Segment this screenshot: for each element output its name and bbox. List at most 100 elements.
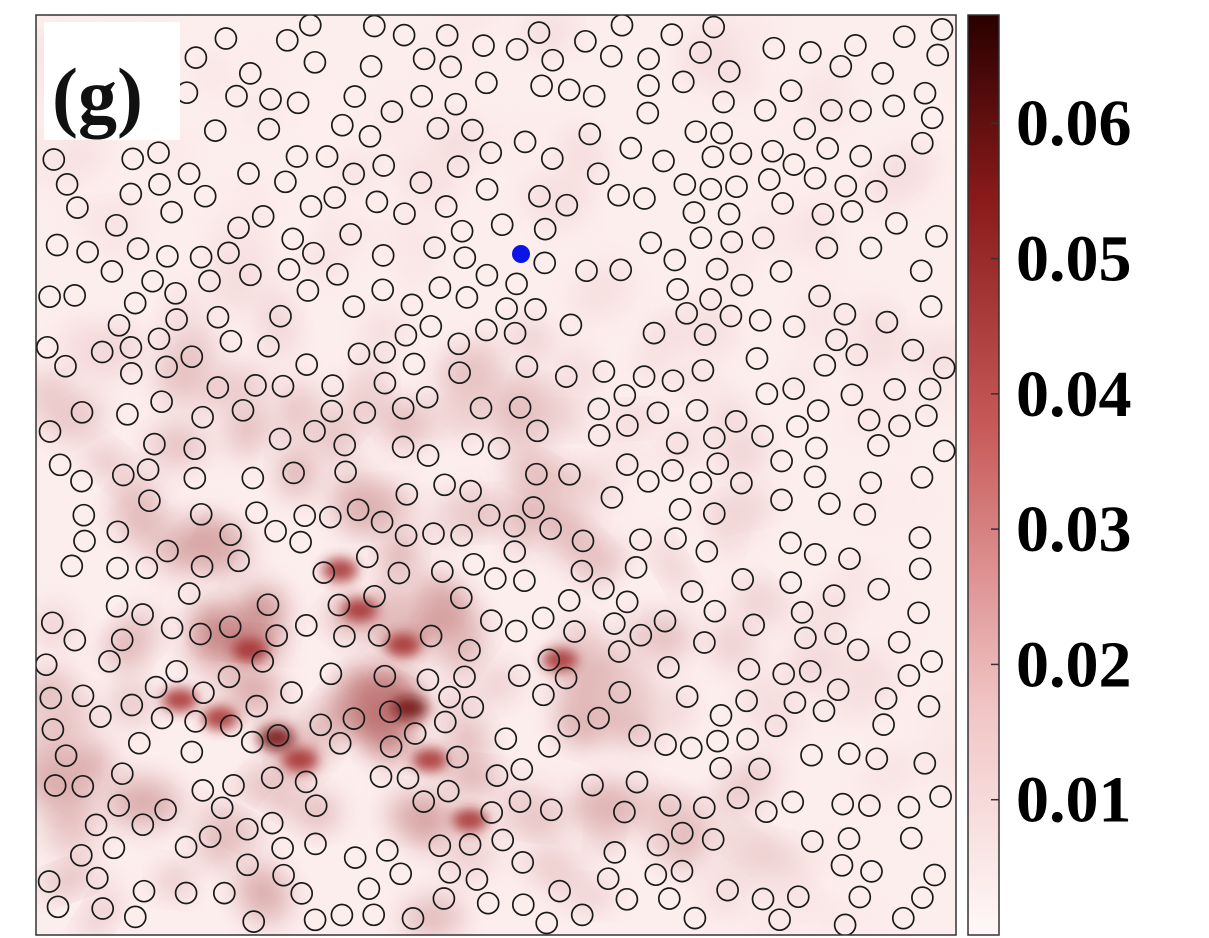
scatterer-circle xyxy=(106,520,130,544)
scatterer-circle xyxy=(239,263,262,287)
scatterer-circle xyxy=(592,576,615,600)
scatterer-circle xyxy=(189,622,212,646)
scatterer-circle xyxy=(729,142,753,166)
scatterer-circle xyxy=(280,681,303,704)
scatterer-circle xyxy=(476,891,500,915)
field-blob xyxy=(880,751,913,784)
scatterer-circle xyxy=(472,34,495,57)
scatterer-circle xyxy=(779,79,803,103)
scatterer-circle xyxy=(781,790,805,814)
scatterer-circle xyxy=(90,340,114,364)
scatterer-circle xyxy=(515,355,539,378)
scatterer-circle xyxy=(40,611,64,635)
intensity-hotspot xyxy=(342,598,378,622)
scatterer-circle xyxy=(141,269,164,293)
scatterer-circle xyxy=(513,569,536,593)
scatterer-circle xyxy=(393,202,416,226)
scatterer-circle xyxy=(701,828,725,851)
scatterer-circle xyxy=(37,870,61,893)
field-blob xyxy=(568,263,634,322)
scatterer-circle xyxy=(826,678,850,702)
scatterer-circle xyxy=(570,903,594,927)
field-blob xyxy=(506,380,574,414)
scatterer-circle xyxy=(751,226,775,250)
scatterer-circle xyxy=(76,240,99,264)
scatterer-circle xyxy=(526,419,549,443)
scatterer-circle xyxy=(148,173,171,196)
scatterer-circle xyxy=(603,841,627,864)
scatterer-circle xyxy=(910,465,934,489)
scatterer-circle xyxy=(462,552,486,576)
colorbar-tick-label: 0.03 xyxy=(1016,493,1132,566)
scatterer-circle xyxy=(910,131,934,155)
scatterer-circle xyxy=(342,295,366,318)
scatterer-circle xyxy=(908,557,932,581)
scatterer-circle xyxy=(448,361,471,385)
field-blob xyxy=(491,112,533,154)
scatterer-circle xyxy=(444,92,468,116)
scatterer-circle xyxy=(571,529,595,553)
scatterer-circle xyxy=(419,624,443,648)
field-blob xyxy=(918,682,956,738)
scatterer-circle xyxy=(299,195,323,218)
scatterer-circle xyxy=(210,796,234,820)
field-blob xyxy=(41,865,96,895)
scatterer-circle xyxy=(930,18,954,41)
scatterer-circle xyxy=(174,881,198,905)
scatterer-circle xyxy=(477,503,501,527)
scatterer-circle xyxy=(644,863,668,887)
field-blob xyxy=(297,795,339,831)
scatterer-circle xyxy=(699,177,723,201)
field-blob xyxy=(667,807,710,865)
field-blob xyxy=(716,428,768,479)
scatterer-circle xyxy=(702,426,726,450)
intensity-hotspot xyxy=(232,638,268,662)
scatterer-circle xyxy=(475,263,499,287)
scatterer-circle xyxy=(206,305,230,329)
scatterer-circle xyxy=(859,236,883,260)
scatterer-circle xyxy=(218,615,242,639)
scatterer-circle xyxy=(575,259,598,283)
scatterer-circle xyxy=(394,323,418,347)
scatterer-circle xyxy=(770,488,793,512)
scatterer-circle xyxy=(860,860,883,883)
scatterer-circle xyxy=(290,882,314,905)
field-blob xyxy=(232,668,279,714)
scatterer-circle xyxy=(794,626,817,650)
scatterer-circle xyxy=(245,501,268,525)
scatterer-circle xyxy=(372,154,396,177)
scatterer-circle xyxy=(844,34,867,57)
scatterer-circle xyxy=(654,733,677,756)
scatterer-circle xyxy=(624,556,648,579)
scatterer-circle xyxy=(539,517,562,541)
scatterer-circle xyxy=(55,173,79,196)
scatterer-circle xyxy=(412,47,436,71)
scatterer-circle xyxy=(450,523,473,547)
scatterer-circle xyxy=(610,15,634,37)
scatterer-circle xyxy=(475,318,498,342)
field-blob xyxy=(569,883,616,910)
field-blob xyxy=(36,693,92,750)
scatterer-circle xyxy=(602,612,626,635)
scatterer-circle xyxy=(219,523,242,547)
scatterer-circle xyxy=(428,276,452,299)
scatterer-circle xyxy=(91,897,115,920)
scatterer-circle xyxy=(679,736,703,760)
scatterer-circle xyxy=(812,699,836,723)
scatterer-circle xyxy=(135,556,159,580)
scatterer-circle xyxy=(339,222,362,246)
scatterer-circle xyxy=(885,211,908,235)
scatterer-circle xyxy=(625,770,649,794)
scatterer-circle xyxy=(131,813,155,837)
scatterer-circle xyxy=(813,353,837,377)
scatterer-circle xyxy=(184,46,208,69)
scatterer-circle xyxy=(600,486,624,509)
scatterer-circle xyxy=(609,258,633,282)
scatterer-circle xyxy=(897,795,921,819)
scatterer-circle xyxy=(394,524,418,547)
scatterer-circle xyxy=(359,54,383,78)
field-blob xyxy=(635,789,667,827)
scatterer-circle xyxy=(887,630,911,654)
scatterer-circle xyxy=(570,559,594,583)
field-blob xyxy=(233,764,270,804)
